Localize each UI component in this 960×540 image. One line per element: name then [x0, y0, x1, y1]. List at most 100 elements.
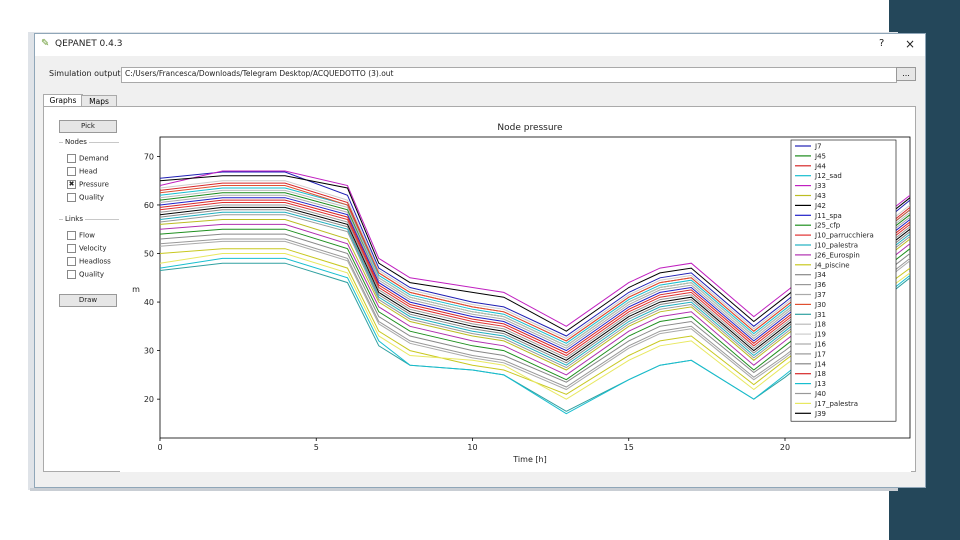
series-line	[160, 170, 910, 327]
series-line	[160, 202, 910, 357]
checkbox-icon[interactable]	[67, 193, 76, 202]
series-line	[160, 214, 910, 369]
option-link-flow[interactable]: Flow	[67, 231, 95, 240]
series-line	[160, 233, 910, 383]
window-title: QEPANET 0.4.3	[55, 39, 123, 49]
option-link-velocity[interactable]: Velocity	[67, 244, 106, 253]
option-node-head[interactable]: Head	[67, 167, 97, 176]
legend-entry: J44	[814, 162, 827, 170]
y-tick-label: 60	[144, 201, 154, 210]
series-line	[160, 228, 910, 381]
legend-entry: J26_Eurospin	[814, 251, 860, 259]
chart-title: Node pressure	[497, 123, 563, 133]
legend-entry: J4_piscine	[814, 261, 850, 269]
series-line	[160, 187, 910, 344]
nodes-group-divider	[59, 142, 119, 143]
series-line	[160, 185, 910, 342]
legend-entry: J34	[814, 271, 827, 279]
legend-entry: J37	[814, 291, 826, 299]
option-label: Demand	[79, 154, 109, 163]
series-line	[160, 211, 910, 366]
series-line	[160, 189, 910, 347]
series-line	[160, 197, 910, 352]
option-link-quality[interactable]: Quality	[67, 270, 104, 279]
y-tick-label: 50	[144, 250, 154, 259]
option-node-demand[interactable]: Demand	[67, 154, 109, 163]
plot-frame	[159, 136, 911, 439]
checkbox-icon[interactable]	[67, 270, 76, 279]
series-line	[160, 206, 910, 361]
checkbox-icon[interactable]	[67, 154, 76, 163]
x-tick-label: 5	[314, 443, 319, 452]
option-node-pressure[interactable]: ✖ Pressure	[67, 180, 109, 189]
legend-entry: J33	[814, 182, 826, 190]
x-tick-label: 10	[467, 443, 477, 452]
legend-entry: J45	[814, 152, 826, 160]
legend-entry: J14	[814, 360, 827, 368]
series-line	[160, 204, 910, 359]
window-bottom-edge	[30, 488, 898, 491]
browse-button[interactable]: ...	[896, 67, 916, 81]
title-bar: ✎ QEPANET 0.4.3 ? ×	[35, 34, 925, 56]
y-axis-label: m	[132, 285, 140, 294]
y-tick-label: 70	[144, 152, 154, 161]
x-tick-label: 0	[157, 443, 162, 452]
close-button[interactable]: ×	[905, 37, 916, 51]
legend-entry: J36	[814, 281, 827, 289]
links-group-label: Links	[63, 215, 85, 223]
pick-button[interactable]: Pick	[59, 120, 117, 133]
series-line	[160, 248, 910, 395]
series-line	[160, 238, 910, 388]
tab-maps[interactable]: Maps	[81, 95, 117, 108]
legend-box	[790, 139, 897, 422]
legend-entry: J12_sad	[814, 172, 842, 180]
series-line	[160, 219, 910, 371]
axes: 0 5 10 15 20 20 30 40 50 60 70	[144, 136, 911, 452]
legend-entry: J17_palestra	[814, 400, 858, 408]
option-link-headloss[interactable]: Headloss	[67, 257, 111, 266]
option-label: Flow	[79, 231, 95, 240]
qepanet-logo-icon: ✎	[41, 38, 50, 49]
series-line	[160, 209, 910, 364]
checkbox-icon[interactable]	[67, 257, 76, 266]
nodes-group-label: Nodes	[63, 138, 89, 146]
option-node-quality[interactable]: Quality	[67, 193, 104, 202]
option-label: Quality	[79, 270, 105, 279]
checkbox-icon[interactable]	[67, 244, 76, 253]
series-line	[160, 223, 910, 376]
series-line	[160, 180, 910, 340]
series-line	[160, 240, 910, 391]
series-line	[160, 199, 910, 354]
qepanet-window: ✎ QEPANET 0.4.3 ? × Simulation output fi…	[34, 33, 926, 488]
series-line	[160, 194, 910, 349]
legend-entry: J43	[814, 192, 826, 200]
draw-button[interactable]: Draw	[59, 294, 117, 307]
legend-entry: J17	[814, 350, 826, 358]
chart-svg: Node pressure Time [h] m 0 5 10 15 20 20 30 40 5…	[132, 123, 911, 464]
help-button[interactable]: ?	[879, 38, 885, 49]
x-tick-label: 15	[624, 443, 634, 452]
checkbox-icon[interactable]	[67, 231, 76, 240]
checkbox-checked-icon[interactable]: ✖	[67, 180, 76, 189]
legend-entry: J30	[814, 301, 826, 309]
legend-entry: J31	[814, 311, 826, 319]
x-axis-label: Time [h]	[512, 455, 546, 464]
legend-entry: J10_parrucchiera	[814, 232, 874, 240]
legend-entry: J16	[814, 341, 827, 349]
option-label: Pressure	[79, 180, 109, 189]
option-label: Headloss	[79, 257, 111, 266]
output-file-label: Simulation output file:	[49, 69, 138, 78]
checkbox-icon[interactable]	[67, 167, 76, 176]
y-tick-label: 40	[144, 298, 154, 307]
option-label: Velocity	[79, 244, 107, 253]
x-tick-label: 20	[780, 443, 790, 452]
legend-entry: J40	[814, 390, 826, 398]
output-file-input[interactable]: C:/Users/Francesca/Downloads/Telegram De…	[121, 67, 897, 83]
links-group-divider	[59, 219, 119, 220]
legend-entry: J10_palestra	[814, 242, 858, 250]
legend-entry: J25_cfp	[814, 222, 841, 230]
legend-entry: J18	[814, 321, 826, 329]
y-tick-label: 30	[144, 347, 154, 356]
series-lines	[160, 170, 910, 415]
